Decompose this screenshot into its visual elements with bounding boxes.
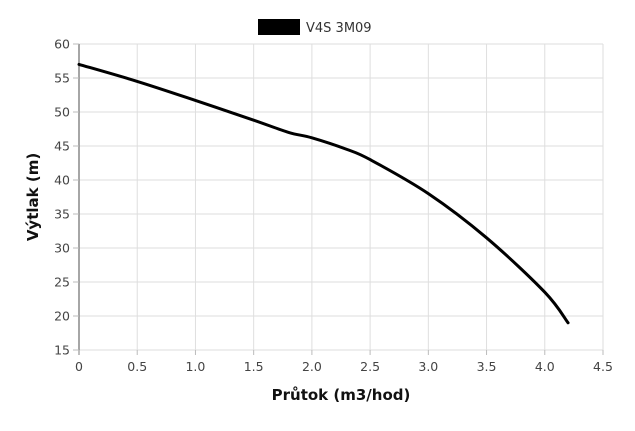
x-tick-label: 3.0	[418, 359, 438, 374]
y-tick-label: 25	[54, 275, 70, 290]
data-series	[77, 62, 570, 325]
y-tick-label: 35	[54, 207, 70, 222]
legend-swatch	[258, 19, 300, 35]
y-tick-label: 50	[54, 105, 70, 120]
x-tick-label: 0.5	[127, 359, 147, 374]
y-axis-ticks: 15 20 25 30 35 40 45 50 55 60	[54, 37, 79, 358]
x-tick-label: 1.0	[185, 359, 205, 374]
y-tick-label: 60	[54, 37, 70, 52]
legend-label: V4S 3M09	[306, 21, 372, 36]
y-tick-label: 55	[54, 71, 70, 86]
y-axis-title: Výtlak (m)	[24, 153, 42, 241]
y-tick-label: 15	[54, 343, 70, 358]
y-tick-label: 20	[54, 309, 70, 324]
x-axis-title: Průtok (m3/hod)	[272, 386, 411, 404]
x-tick-label: 1.5	[244, 359, 264, 374]
legend[interactable]: V4S 3M09	[258, 19, 372, 36]
series-line	[77, 62, 570, 325]
x-tick-label: 0	[75, 359, 83, 374]
x-tick-label: 4.0	[535, 359, 555, 374]
x-tick-label: 4.5	[593, 359, 613, 374]
x-tick-label: 2.5	[360, 359, 380, 374]
x-axis-ticks: 0 0.5 1.0 1.5 2.0 2.5 3.0 3.5 4.0 4.5	[75, 350, 613, 374]
y-tick-label: 45	[54, 139, 70, 154]
x-tick-label: 3.5	[477, 359, 497, 374]
y-tick-label: 40	[54, 173, 70, 188]
grid-lines	[79, 43, 604, 351]
y-tick-label: 30	[54, 241, 70, 256]
x-tick-label: 2.0	[302, 359, 322, 374]
